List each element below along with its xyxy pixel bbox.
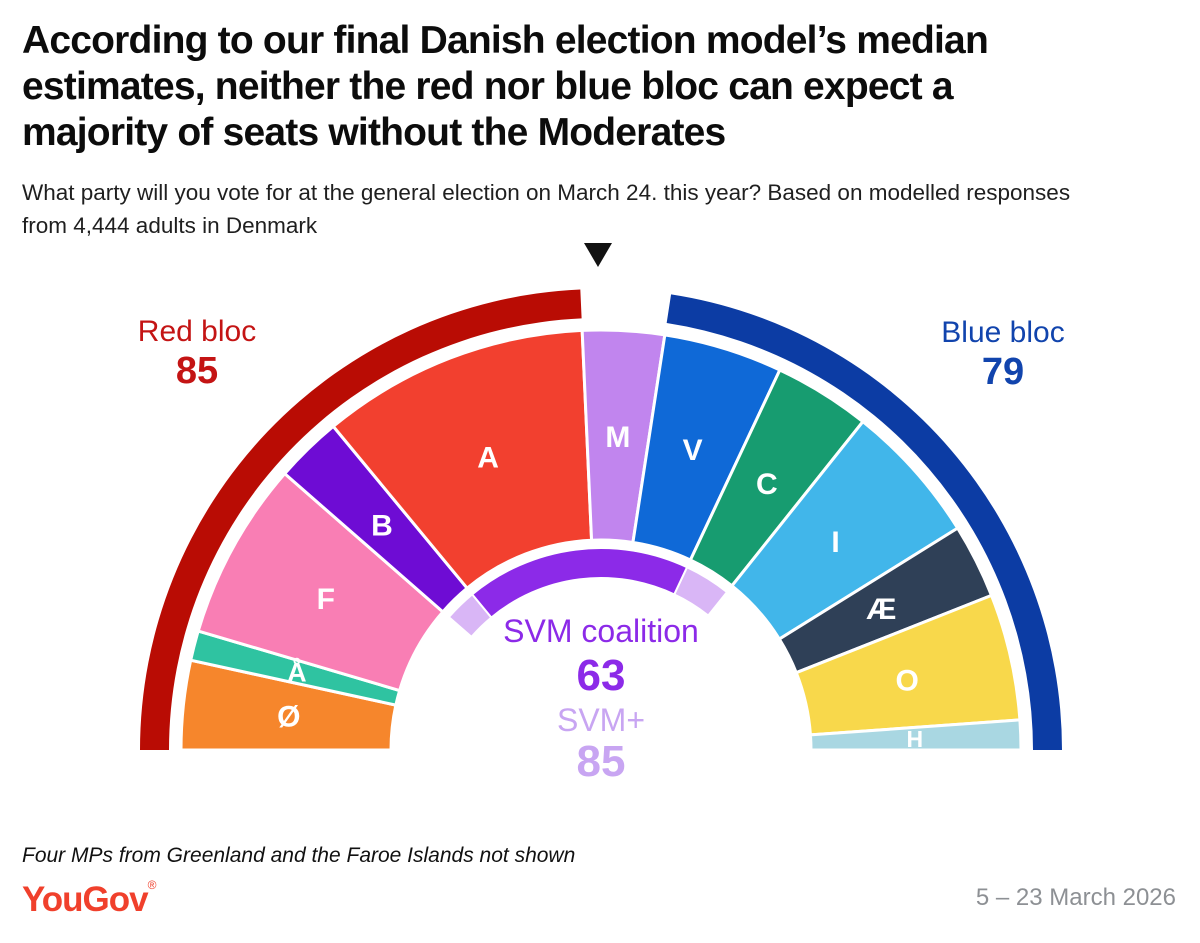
registered-mark: ® [147, 878, 157, 892]
pointer-triangle-icon [584, 243, 612, 267]
segment-label-B: B [371, 509, 393, 542]
segment-label-M: M [605, 421, 630, 454]
segment-label-O: O [895, 665, 918, 698]
blue-bloc-band [666, 294, 1062, 750]
svm-coalition-value: 63 [577, 651, 626, 700]
segment-F [196, 471, 445, 693]
footnote: Four MPs from Greenland and the Faroe Is… [22, 844, 576, 867]
segment-label-A: A [477, 442, 499, 475]
svm-ring [470, 547, 689, 619]
svm-plus-ring-C [672, 565, 729, 617]
blue-bloc-value: 79 [982, 351, 1024, 393]
segment-label-Å: Å [287, 656, 307, 687]
segment-label-F: F [317, 583, 335, 616]
segment-label-I: I [831, 526, 839, 559]
subtitle-line-2: from 4,444 adults in Denmark [22, 213, 318, 238]
svm-coalition-label: SVM coalition [503, 613, 699, 649]
red-bloc-band [140, 289, 582, 750]
segment-H [808, 718, 1023, 752]
segment-label-V: V [683, 434, 703, 467]
yougov-logo-text: YouGov [22, 880, 149, 919]
red-bloc-value: 85 [176, 350, 218, 392]
title-line-3: majority of seats without the Moderates [22, 111, 726, 154]
segment-label-Ø: Ø [277, 701, 300, 734]
segment-V [631, 333, 782, 562]
fieldwork-dates: 5 – 23 March 2026 [975, 884, 1176, 911]
chart-subtitle: What party will you vote for at the gene… [22, 176, 1187, 242]
title-line-1: According to our final Danish election m… [22, 19, 989, 62]
svm-plus-label: SVM+ [557, 702, 645, 738]
title-line-2: estimates, neither the red nor blue bloc… [22, 65, 954, 108]
page-title: According to our final Danish election m… [22, 18, 1172, 156]
svm-plus-value: 85 [577, 737, 626, 786]
yougov-logo: YouGov® [22, 878, 156, 920]
segment-label-H: H [906, 726, 923, 752]
segment-label-C: C [756, 468, 778, 501]
red-bloc-label: Red bloc [138, 315, 256, 348]
segment-I [729, 419, 960, 642]
segment-label-Æ: Æ [866, 593, 896, 626]
segment-A [331, 328, 594, 591]
subtitle-line-1: What party will you vote for at the gene… [22, 180, 1071, 205]
blue-bloc-label: Blue bloc [941, 316, 1064, 349]
